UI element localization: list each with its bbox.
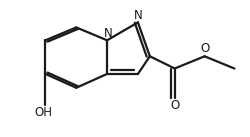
Text: N: N [104, 27, 113, 40]
Text: N: N [134, 9, 142, 22]
Text: O: O [170, 99, 179, 112]
Text: OH: OH [34, 106, 52, 119]
Text: O: O [200, 42, 209, 55]
